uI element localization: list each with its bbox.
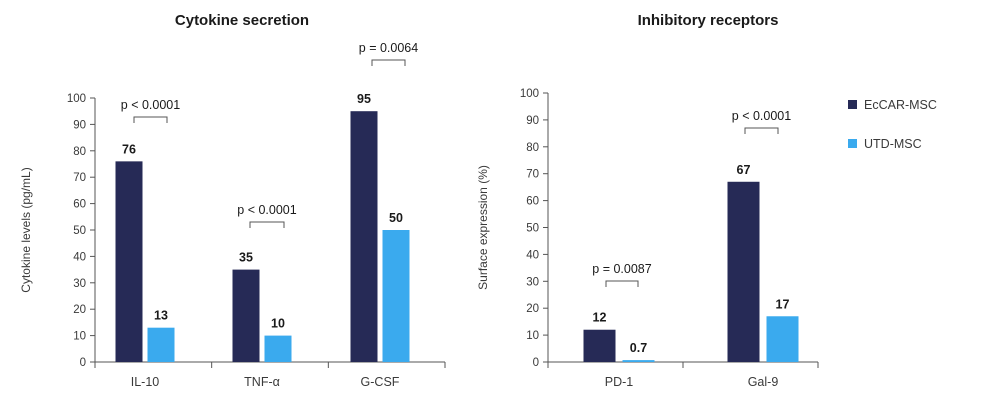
data-label: 10 <box>271 317 285 331</box>
significance-bracket <box>605 280 639 287</box>
y-tick-label: 10 <box>526 330 539 342</box>
data-label: 35 <box>239 251 253 265</box>
y-tick-label: 80 <box>526 142 539 154</box>
y-axis-label: Surface expression (%) <box>476 165 490 290</box>
y-tick-label: 50 <box>73 225 86 237</box>
y-axis-label: Cytokine levels (pg/mL) <box>19 167 33 292</box>
significance-bracket <box>249 221 285 228</box>
legend-label: EcCAR-MSC <box>864 98 937 112</box>
chart-title: Inhibitory receptors <box>638 12 779 29</box>
y-tick-label: 30 <box>526 276 539 288</box>
x-category-label: PD-1 <box>605 375 634 389</box>
p-value-annotation: p < 0.0001 <box>121 98 180 112</box>
bar-eccar-msc <box>727 181 760 362</box>
p-value-annotation: p < 0.0001 <box>732 109 791 123</box>
legend-label: UTD-MSC <box>864 137 922 151</box>
bar-utd-msc <box>622 360 655 362</box>
y-tick-label: 60 <box>73 199 86 211</box>
y-tick-label: 20 <box>73 304 86 316</box>
data-label: 17 <box>776 297 790 311</box>
significance-bracket <box>744 127 779 134</box>
x-category-label: TNF-α <box>244 375 280 389</box>
y-tick-label: 40 <box>73 251 86 263</box>
y-tick-label: 70 <box>526 169 539 181</box>
cytokine-chart: Cytokine secretion Cytokine levels (pg/mL… <box>19 12 446 389</box>
data-label: 76 <box>122 142 136 156</box>
x-category-label: Gal-9 <box>748 375 779 389</box>
bar-utd-msc <box>766 316 799 362</box>
y-tick-label: 90 <box>73 119 86 131</box>
data-label: 0.7 <box>630 341 647 355</box>
x-category-label: IL-10 <box>131 375 160 389</box>
data-label: 67 <box>737 163 751 177</box>
data-label: 12 <box>593 311 607 325</box>
y-tick-label: 10 <box>73 331 86 343</box>
data-label: 95 <box>357 92 371 106</box>
x-category-label: G-CSF <box>361 375 400 389</box>
y-tick-label: 70 <box>73 172 86 184</box>
data-label: 50 <box>389 211 403 225</box>
p-value-annotation: p < 0.0001 <box>237 203 296 217</box>
legend: EcCAR-MSC UTD-MSC <box>848 98 937 151</box>
bar-eccar-msc <box>350 111 378 362</box>
legend-swatch <box>848 100 857 109</box>
y-tick-label: 30 <box>73 278 86 290</box>
bar-eccar-msc <box>232 269 260 362</box>
y-tick-label: 90 <box>526 115 539 127</box>
p-value-annotation: p = 0.0087 <box>592 262 651 276</box>
bar-eccar-msc <box>115 161 143 362</box>
y-tick-label: 20 <box>526 303 539 315</box>
p-value-annotation: p = 0.0064 <box>359 41 418 55</box>
y-tick-label: 50 <box>526 223 539 235</box>
inhibitory-chart: Inhibitory receptors Surface expression (… <box>476 12 819 389</box>
significance-bracket <box>371 59 406 66</box>
y-tick-label: 40 <box>526 249 539 261</box>
bar-utd-msc <box>382 230 410 362</box>
y-tick-label: 60 <box>526 196 539 208</box>
y-tick-label: 100 <box>67 93 86 105</box>
y-tick-label: 80 <box>73 146 86 158</box>
legend-swatch <box>848 139 857 148</box>
significance-bracket <box>133 116 168 123</box>
chart-title: Cytokine secretion <box>175 12 309 29</box>
bar-utd-msc <box>264 335 292 362</box>
y-tick-label: 0 <box>80 357 86 369</box>
bar-eccar-msc <box>583 329 616 362</box>
y-tick-label: 100 <box>520 88 539 100</box>
data-label: 13 <box>154 309 168 323</box>
bar-utd-msc <box>147 327 175 362</box>
y-tick-label: 0 <box>533 357 539 369</box>
